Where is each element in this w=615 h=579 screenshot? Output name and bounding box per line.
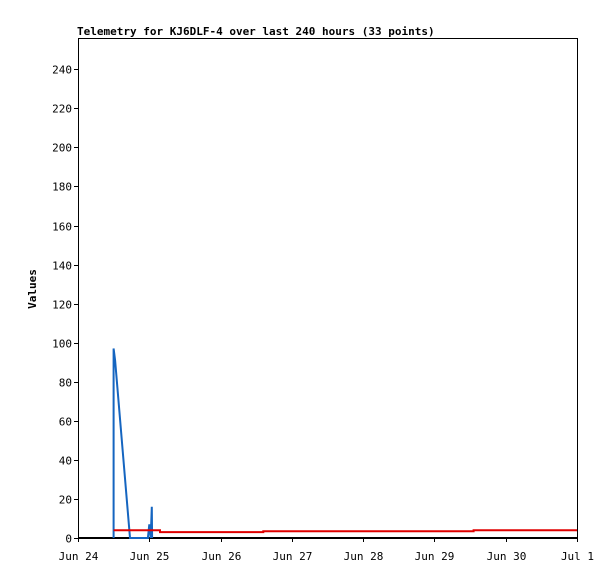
y-tick-label: 100 [52,338,72,351]
y-tick-label: 40 [59,455,72,468]
x-tick-label: Jun 25 [130,550,170,563]
y-tick-label: 240 [52,64,72,77]
x-axis: Jun 24 Jun 25 Jun 26 Jun 27 Jun 28 Jun 29 Jun … [59,538,594,563]
y-tick-label: 20 [59,494,72,507]
y-axis: 0 20 40 60 80 100 120 140 160 180 200 220 240 [52,64,78,546]
y-tick-label: 180 [52,181,72,194]
series-line-1 [113,529,577,534]
y-tick-label: 120 [52,299,72,312]
x-tick-label: Jul 1 [561,550,594,563]
y-tick-label: 60 [59,416,72,429]
y-tick-label: 0 [65,533,72,546]
series-line-0 [112,348,154,539]
chart-title: Telemetry for KJ6DLF-4 over last 240 hou… [77,25,435,38]
x-tick-label: Jun 26 [202,550,242,563]
x-tick-label: Jun 24 [59,550,99,563]
x-tick-label: Jun 30 [487,550,527,563]
y-tick-label: 220 [52,103,72,116]
y-tick-label: 140 [52,260,72,273]
x-tick-label: Jun 27 [273,550,313,563]
series-layer [78,348,577,539]
y-axis-label: Values [26,269,39,309]
y-tick-label: 80 [59,377,72,390]
x-tick-label: Jun 29 [415,550,455,563]
x-tick-label: Jun 28 [344,550,384,563]
y-tick-label: 160 [52,221,72,234]
y-tick-label: 200 [52,142,72,155]
